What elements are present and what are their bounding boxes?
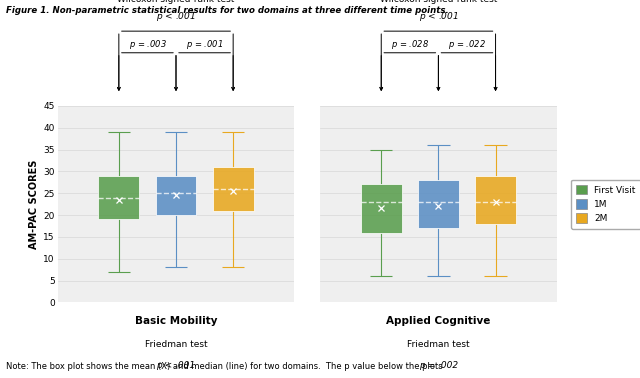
Bar: [99, 176, 140, 219]
Text: $p$ < .001: $p$ < .001: [419, 10, 458, 23]
Text: Wilcoxon signed-rank test: Wilcoxon signed-rank test: [380, 0, 497, 4]
Bar: [212, 167, 253, 211]
Text: Friedman test: Friedman test: [407, 340, 470, 349]
Bar: [475, 176, 516, 224]
Text: $p$ = .028: $p$ = .028: [391, 38, 429, 51]
Text: $p$ = .001: $p$ = .001: [186, 38, 223, 51]
Bar: [156, 176, 196, 215]
Text: Figure 1. Non-parametric statistical results for two domains at three different : Figure 1. Non-parametric statistical res…: [6, 6, 449, 15]
Bar: [418, 180, 459, 228]
Text: Note: The box plot shows the mean (X) and median (line) for two domains.  The p : Note: The box plot shows the mean (X) an…: [6, 362, 443, 371]
Bar: [361, 184, 402, 232]
Text: Applied Cognitive: Applied Cognitive: [386, 316, 491, 326]
Text: Friedman test: Friedman test: [145, 340, 207, 349]
Legend: First Visit, 1M, 2M: First Visit, 1M, 2M: [571, 180, 640, 229]
Text: Basic Mobility: Basic Mobility: [135, 316, 217, 326]
Text: $p$ = .003: $p$ = .003: [129, 38, 166, 51]
Text: p = .002: p = .002: [419, 361, 458, 370]
Text: $p$ = .022: $p$ = .022: [448, 38, 486, 51]
Y-axis label: AM-PAC SCORES: AM-PAC SCORES: [29, 160, 39, 249]
Text: Wilcoxon signed-rank test: Wilcoxon signed-rank test: [117, 0, 235, 4]
Text: p < .001: p < .001: [156, 361, 196, 370]
Text: $p$ < .001: $p$ < .001: [156, 10, 196, 23]
